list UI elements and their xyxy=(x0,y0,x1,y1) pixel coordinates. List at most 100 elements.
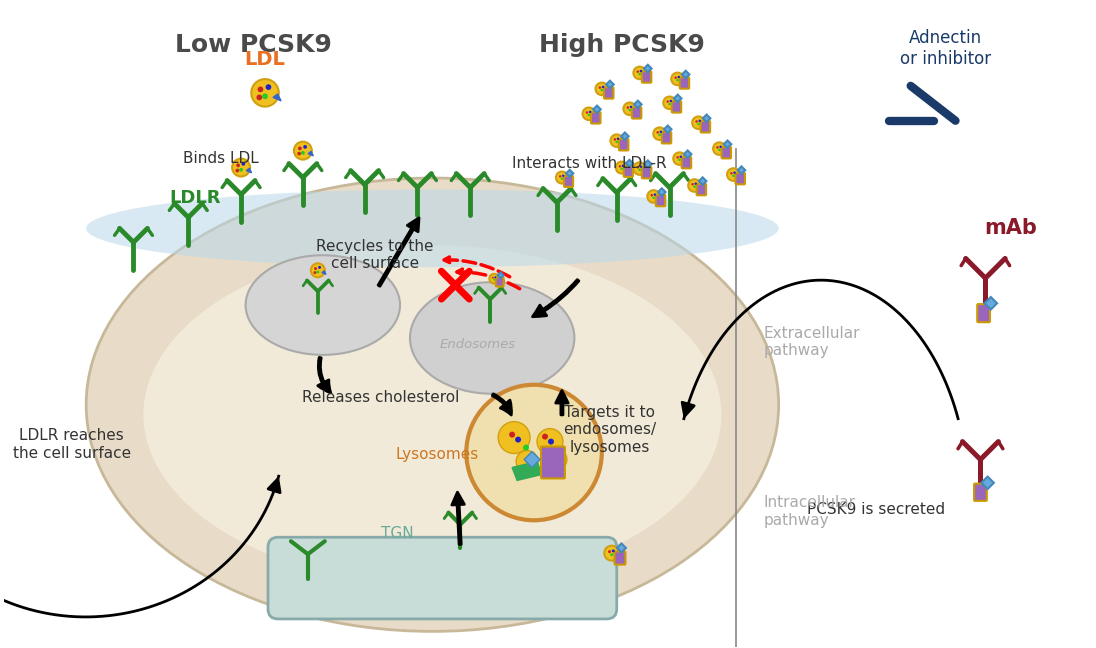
FancyBboxPatch shape xyxy=(680,77,689,89)
Polygon shape xyxy=(984,297,997,310)
Polygon shape xyxy=(674,95,682,102)
Circle shape xyxy=(587,114,590,116)
FancyBboxPatch shape xyxy=(700,121,710,132)
Text: Endosomes: Endosomes xyxy=(439,338,515,351)
Circle shape xyxy=(673,152,686,165)
Circle shape xyxy=(678,159,681,161)
Ellipse shape xyxy=(246,255,400,355)
Circle shape xyxy=(262,93,267,99)
FancyBboxPatch shape xyxy=(735,173,745,184)
Ellipse shape xyxy=(410,282,574,394)
FancyBboxPatch shape xyxy=(619,139,628,150)
Polygon shape xyxy=(703,115,710,122)
Circle shape xyxy=(561,178,563,180)
Circle shape xyxy=(697,122,699,125)
Circle shape xyxy=(556,172,568,183)
Circle shape xyxy=(617,137,619,140)
Ellipse shape xyxy=(87,178,778,631)
Circle shape xyxy=(616,161,628,174)
Polygon shape xyxy=(635,100,641,108)
Circle shape xyxy=(680,156,682,158)
Circle shape xyxy=(666,100,669,103)
Ellipse shape xyxy=(87,189,778,267)
FancyArrowPatch shape xyxy=(452,492,465,544)
Circle shape xyxy=(727,168,740,181)
Text: Interacts with LDL-R: Interacts with LDL-R xyxy=(512,156,666,171)
Circle shape xyxy=(652,196,655,199)
Circle shape xyxy=(713,143,726,155)
FancyBboxPatch shape xyxy=(978,304,990,322)
Text: Low PCSK9: Low PCSK9 xyxy=(174,33,331,57)
Circle shape xyxy=(232,159,250,176)
Circle shape xyxy=(698,120,701,122)
Circle shape xyxy=(718,148,721,151)
Circle shape xyxy=(294,142,312,159)
FancyBboxPatch shape xyxy=(662,132,671,143)
FancyBboxPatch shape xyxy=(541,446,564,478)
Polygon shape xyxy=(567,170,573,177)
Circle shape xyxy=(676,156,678,159)
FancyBboxPatch shape xyxy=(604,87,614,98)
Circle shape xyxy=(674,76,677,79)
Circle shape xyxy=(633,67,646,79)
Circle shape xyxy=(604,546,619,561)
FancyArrowPatch shape xyxy=(682,402,694,416)
Circle shape xyxy=(493,279,495,281)
Text: LDLR reaches
the cell surface: LDLR reaches the cell surface xyxy=(13,428,130,461)
Circle shape xyxy=(733,172,735,174)
Circle shape xyxy=(304,145,307,149)
FancyBboxPatch shape xyxy=(721,147,731,158)
Circle shape xyxy=(515,437,521,443)
Polygon shape xyxy=(699,178,707,185)
Polygon shape xyxy=(664,126,672,133)
Circle shape xyxy=(620,168,623,170)
Circle shape xyxy=(595,82,608,95)
Circle shape xyxy=(494,276,496,278)
Circle shape xyxy=(236,168,239,172)
Circle shape xyxy=(315,267,317,270)
FancyArrowPatch shape xyxy=(269,479,281,492)
Circle shape xyxy=(648,190,660,203)
Circle shape xyxy=(637,71,639,73)
Circle shape xyxy=(627,106,629,109)
Circle shape xyxy=(719,146,722,148)
Circle shape xyxy=(610,134,623,147)
Text: Recycles to the
cell surface: Recycles to the cell surface xyxy=(316,239,433,272)
FancyBboxPatch shape xyxy=(631,107,641,119)
Circle shape xyxy=(616,141,618,143)
Polygon shape xyxy=(682,71,689,78)
Circle shape xyxy=(650,194,653,196)
Circle shape xyxy=(653,128,666,140)
Circle shape xyxy=(670,100,672,102)
Circle shape xyxy=(659,133,661,136)
Circle shape xyxy=(630,106,632,108)
FancyBboxPatch shape xyxy=(564,176,573,187)
Polygon shape xyxy=(621,132,629,140)
Circle shape xyxy=(601,89,603,91)
Circle shape xyxy=(619,165,621,168)
Text: LDLR: LDLR xyxy=(170,189,221,207)
Polygon shape xyxy=(723,141,731,148)
Circle shape xyxy=(523,445,529,450)
Circle shape xyxy=(499,422,530,454)
Circle shape xyxy=(638,168,641,171)
Circle shape xyxy=(256,95,262,100)
Circle shape xyxy=(598,86,602,89)
Circle shape xyxy=(548,439,553,445)
Circle shape xyxy=(693,117,705,129)
Circle shape xyxy=(241,162,246,166)
Circle shape xyxy=(318,266,321,269)
Circle shape xyxy=(669,103,671,106)
Text: PCSK9 is secreted: PCSK9 is secreted xyxy=(807,502,945,517)
Circle shape xyxy=(695,121,698,122)
Polygon shape xyxy=(593,106,601,113)
Polygon shape xyxy=(738,167,745,174)
FancyBboxPatch shape xyxy=(642,71,651,83)
FancyBboxPatch shape xyxy=(642,167,651,178)
Circle shape xyxy=(640,165,642,168)
Circle shape xyxy=(677,76,680,78)
Circle shape xyxy=(516,450,538,472)
Circle shape xyxy=(510,432,515,437)
FancyBboxPatch shape xyxy=(697,184,706,195)
Circle shape xyxy=(297,152,301,156)
